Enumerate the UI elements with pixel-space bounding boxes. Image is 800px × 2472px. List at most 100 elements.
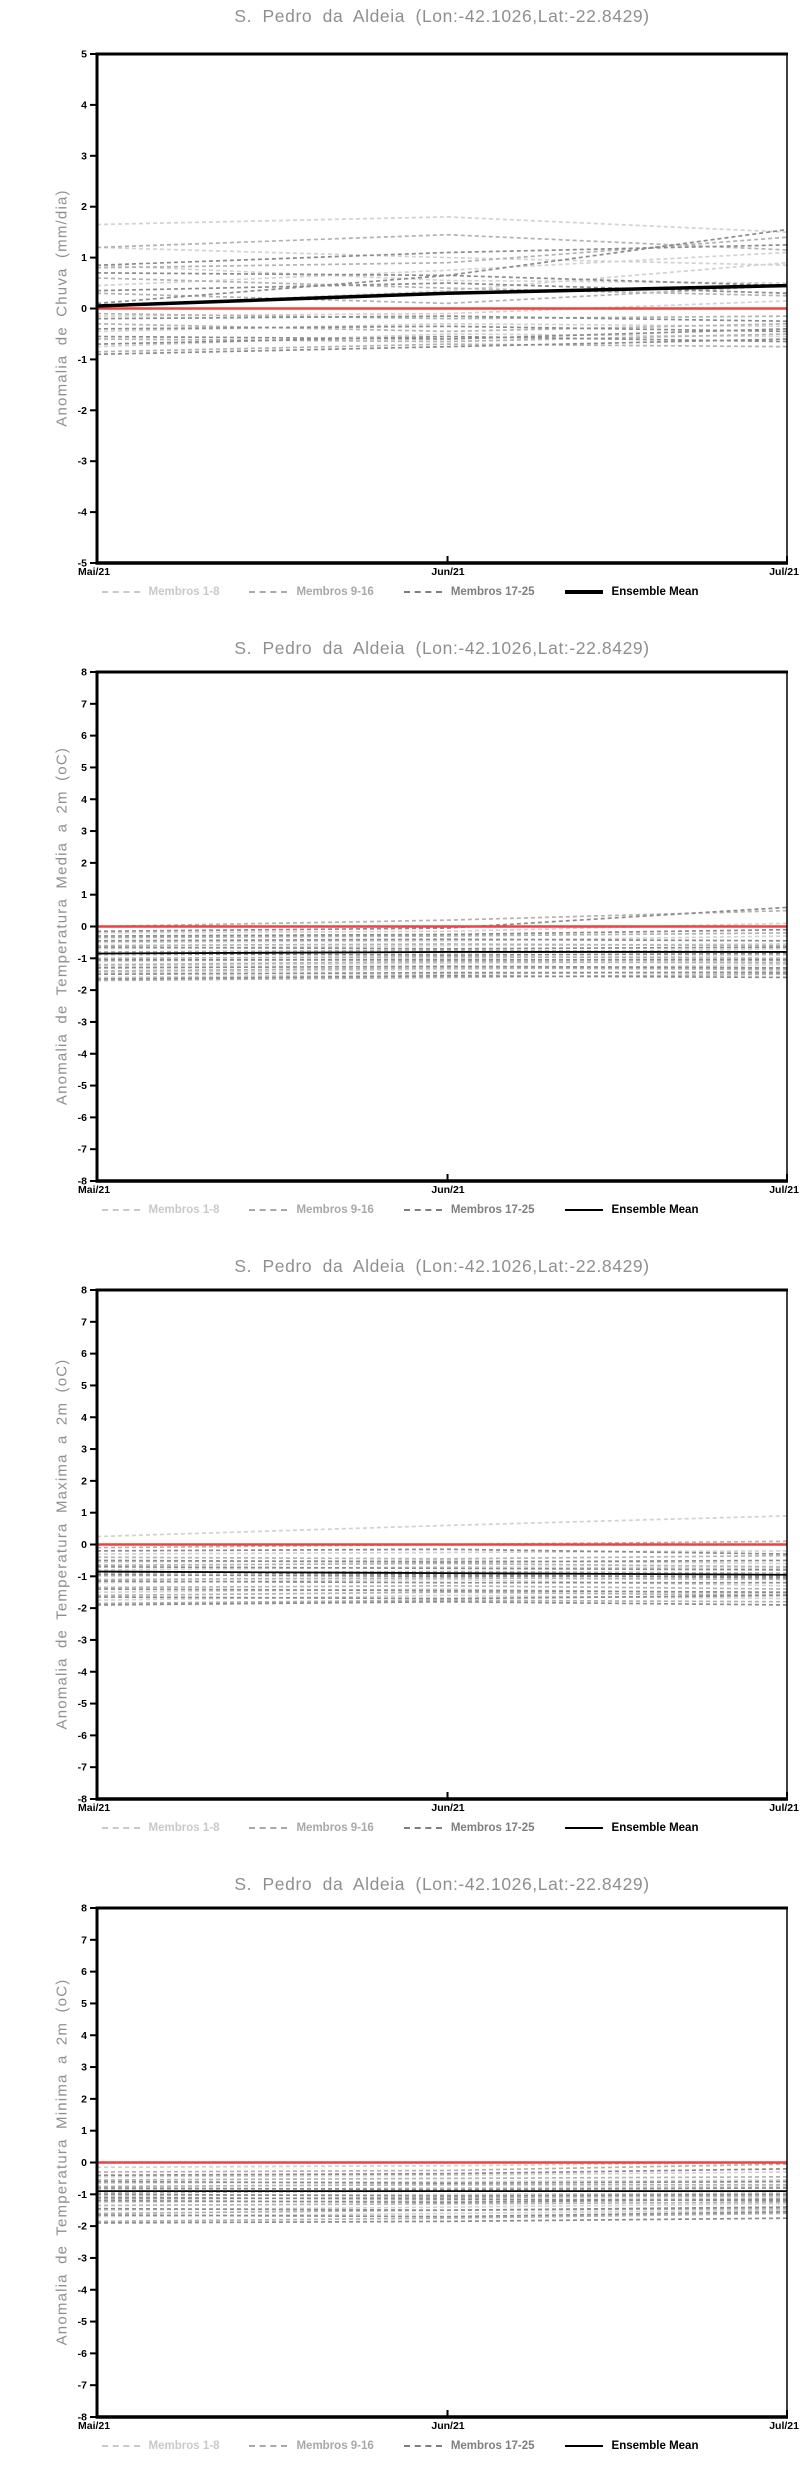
solid-line-icon [564,590,603,594]
legend-label: Membros 17-25 [450,2440,535,2452]
plot-area: -8 -7 -6 -5 -4 -3 -2 -1 0 1 2 3 4 5 6 7 8 [78,1285,788,1806]
svg-text:6: 6 [81,1348,87,1360]
svg-text:-3: -3 [78,1634,87,1646]
svg-text:-2: -2 [78,985,87,997]
dashed-line-icon [249,1209,288,1211]
svg-text:3: 3 [81,1444,87,1456]
legend-label: Membros 1-8 [148,1822,220,1834]
svg-text:1: 1 [81,889,87,901]
legend-item-membros-1-8: Membros 1-8 [101,586,220,598]
svg-text:-7: -7 [78,1144,87,1156]
legend-label: Membros 1-8 [148,1204,220,1216]
chart-title: S. Pedro da Aldeia (Lon:-42.1026,Lat:-22… [234,1874,650,1894]
svg-text:5: 5 [81,762,87,774]
svg-text:-1: -1 [78,1571,87,1583]
svg-text:-5: -5 [78,1698,87,1710]
x-tick-label: Mai/21 [78,1802,111,1814]
svg-text:-1: -1 [78,2189,87,2201]
legend-item-ensemble-mean: Ensemble Mean [564,2440,699,2452]
legend-label: Membros 17-25 [450,1822,535,1834]
svg-text:-6: -6 [78,2348,87,2360]
svg-text:-5: -5 [78,2316,87,2328]
plot-area: -5 -4 -3 -2 -1 0 1 2 3 4 5 [78,49,788,570]
chart-chuva: S. Pedro da Aldeia (Lon:-42.1026,Lat:-22… [0,0,800,618]
svg-text:-7: -7 [78,1762,87,1774]
svg-text:5: 5 [81,49,87,61]
svg-text:-2: -2 [78,2221,87,2233]
svg-text:-1: -1 [78,953,87,965]
dashed-line-icon [249,2445,288,2447]
svg-text:1: 1 [81,1507,87,1519]
svg-text:4: 4 [81,2030,87,2042]
svg-text:-2: -2 [78,1603,87,1615]
solid-line-icon [564,1827,603,1829]
svg-text:-4: -4 [78,1666,87,1678]
svg-text:-4: -4 [78,1048,87,1060]
x-tick-label: Mai/21 [78,566,111,578]
dashed-line-icon [403,1827,442,1829]
legend-item-membros-9-16: Membros 9-16 [249,1204,374,1216]
svg-text:2: 2 [81,201,87,213]
legend-item-membros-9-16: Membros 9-16 [249,1822,374,1834]
svg-text:5: 5 [81,1998,87,2010]
svg-text:7: 7 [81,698,87,710]
solid-line-icon [564,2445,603,2447]
svg-text:0: 0 [81,921,87,933]
dashed-line-icon [101,1827,140,1829]
legend: Membros 1-8 Membros 9-16 Membros 17-25 E… [0,2440,800,2452]
legend-item-membros-17-25: Membros 17-25 [403,1822,535,1834]
dashed-line-icon [403,591,442,593]
svg-text:1: 1 [81,252,87,264]
svg-text:-6: -6 [78,1730,87,1742]
dashed-line-icon [403,2445,442,2447]
chart-title: S. Pedro da Aldeia (Lon:-42.1026,Lat:-22… [234,638,650,658]
svg-text:-5: -5 [78,1080,87,1092]
legend-label: Membros 9-16 [296,2440,374,2452]
x-tick-label: Jun/21 [431,2420,465,2432]
legend-item-ensemble-mean: Ensemble Mean [564,1822,698,1834]
svg-text:-5: -5 [78,558,87,570]
svg-text:-3: -3 [78,2252,87,2264]
svg-text:4: 4 [81,1412,87,1424]
svg-text:6: 6 [81,1966,87,1978]
x-tick-label: Jul/21 [769,1184,799,1196]
svg-text:-7: -7 [78,2380,87,2392]
legend-label: Membros 1-8 [148,586,220,598]
legend-item-membros-1-8: Membros 1-8 [101,1822,220,1834]
svg-text:-1: -1 [78,354,87,366]
chart-title: S. Pedro da Aldeia (Lon:-42.1026,Lat:-22… [234,1256,650,1276]
svg-text:7: 7 [81,1316,87,1328]
svg-text:3: 3 [81,2062,87,2074]
dashed-line-icon [101,591,140,593]
svg-text:5: 5 [81,1380,87,1392]
legend-label: Ensemble Mean [611,586,699,598]
chart-temp-maxima: S. Pedro da Aldeia (Lon:-42.1026,Lat:-22… [0,1236,800,1854]
svg-text:-3: -3 [78,1016,87,1028]
legend-item-membros-9-16: Membros 9-16 [249,2440,374,2452]
legend-label: Membros 9-16 [296,1822,374,1834]
solid-line-icon [564,1209,603,1211]
x-tick-label: Jul/21 [769,1802,799,1814]
legend-label: Membros 1-8 [148,2440,220,2452]
legend-label: Membros 9-16 [296,1204,374,1216]
dashed-line-icon [101,2445,140,2447]
legend-item-ensemble-mean: Ensemble Mean [564,1204,698,1216]
svg-text:2: 2 [81,857,87,869]
svg-text:8: 8 [81,1903,87,1915]
svg-text:0: 0 [81,303,87,315]
x-tick-label: Jun/21 [431,566,465,578]
svg-text:7: 7 [81,1934,87,1946]
x-tick-label: Jun/21 [431,1802,465,1814]
legend-label: Ensemble Mean [611,2440,699,2452]
dashed-line-icon [403,1209,442,1211]
svg-text:8: 8 [81,1285,87,1297]
svg-text:1: 1 [81,2125,87,2137]
svg-text:-8: -8 [78,1176,87,1188]
dashed-line-icon [101,1209,140,1211]
svg-text:0: 0 [81,2157,87,2169]
x-tick-label: Jul/21 [769,566,799,578]
chart-temp-media: S. Pedro da Aldeia (Lon:-42.1026,Lat:-22… [0,618,800,1236]
legend-item-membros-9-16: Membros 9-16 [249,586,374,598]
chart-temp-minima: S. Pedro da Aldeia (Lon:-42.1026,Lat:-22… [0,1854,800,2472]
